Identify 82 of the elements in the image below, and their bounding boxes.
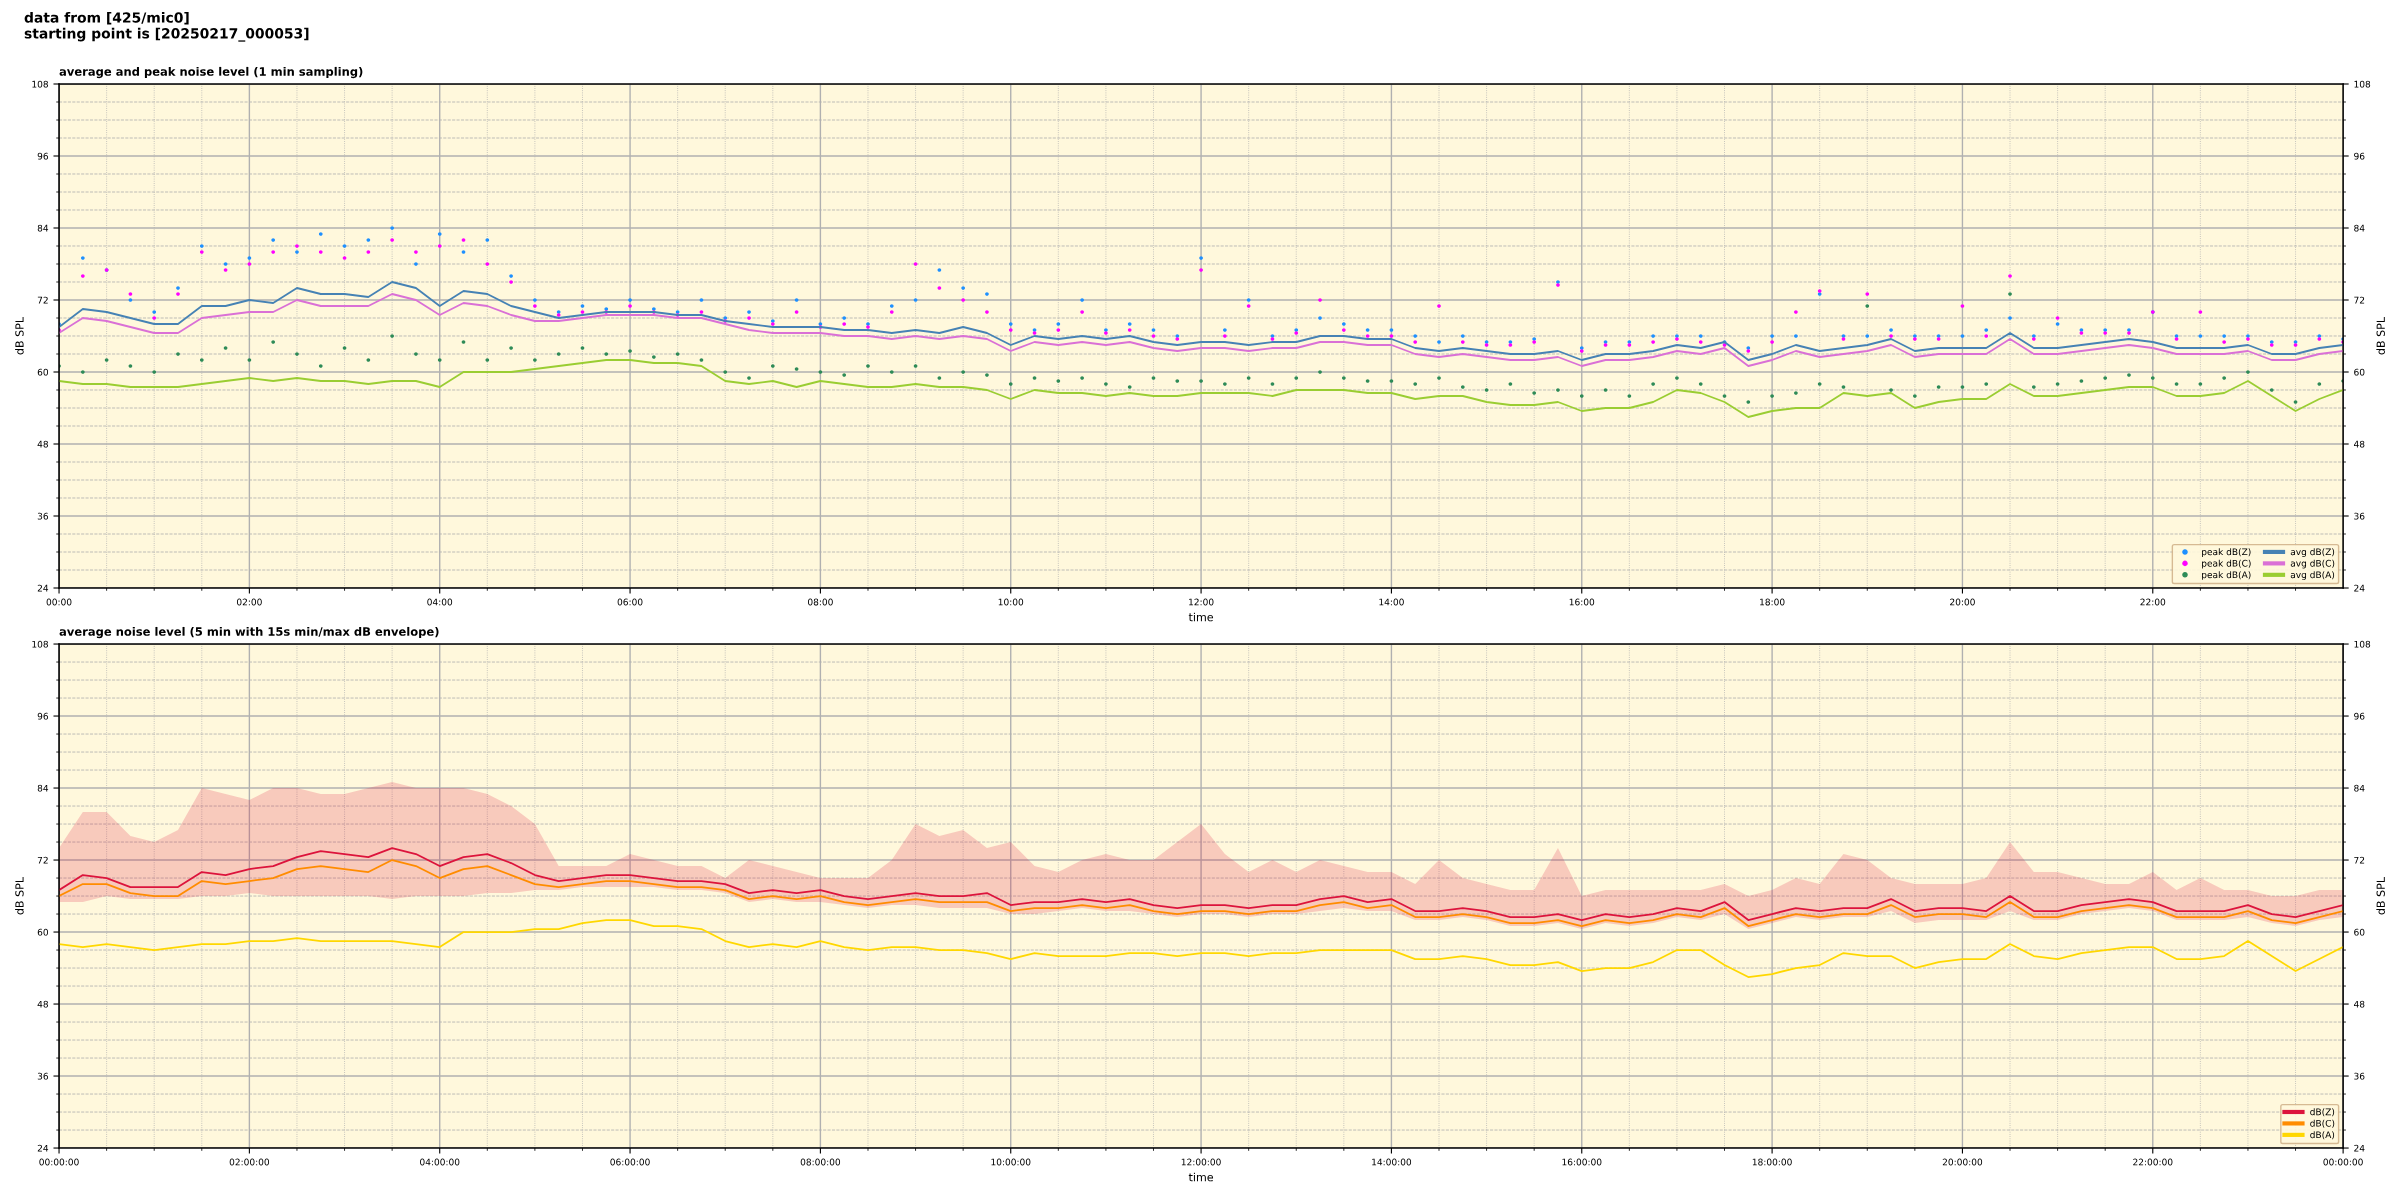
y-tick-label: 96 [37,712,49,720]
chart-title: average and peak noise level (1 min sampling) [59,66,363,79]
y-tick-label: 36 [37,512,49,520]
y-tick-label: 36 [37,1072,49,1080]
x-tick-label: 08:00:00 [800,1158,841,1166]
x-tick-label: 18:00 [1760,598,1785,606]
legend-label: dB(Z) [2310,1108,2335,1117]
legend-label: avg dB(C) [2290,559,2335,569]
x-axis-title: time [1188,1172,1214,1182]
x-tick-label: 16:00 [1569,598,1595,606]
y-tick-label: 48 [37,440,49,448]
legend-label: peak dB(C) [2202,559,2251,569]
x-tick-label: 22:00:00 [2133,1158,2173,1166]
y2-tick-label: 48 [2353,440,2365,448]
x-tick-label: 00:00:00 [39,1158,79,1166]
y-tick-label: 72 [37,856,48,864]
y2-tick-label: 60 [2354,928,2365,936]
x-tick-label: 20:00 [1950,598,1975,606]
text: starting point is [20250217_000053] [24,27,309,42]
y2-tick-label: 48 [2353,1000,2365,1008]
line-series [59,281,2344,361]
line-series [59,919,2344,978]
y-tick-label: 60 [37,368,49,376]
x-tick-label: 20:00:00 [1942,1158,1983,1166]
x-tick-label: 12:00 [1189,598,1214,606]
y2-tick-label: 24 [2354,1144,2365,1152]
y-tick-label: 108 [32,640,49,648]
line-series [59,847,2344,921]
y2-tick-label: 96 [2354,712,2365,720]
y2-tick-label: 72 [2354,856,2365,864]
x-tick-label: 12:00:00 [1181,1158,1221,1166]
y2-tick-label: 36 [2354,512,2365,520]
y-tick-label: 108 [32,80,49,88]
y-tick-label: 84 [37,784,49,792]
x-tick-label: 06:00 [617,598,643,606]
legend-label: avg dB(Z) [2290,548,2335,557]
x-axis-title: time [1188,612,1214,622]
y2-tick-label: 60 [2354,368,2365,376]
y2-tick-label: 96 [2354,152,2365,160]
legend-label: avg dB(A) [2290,571,2335,580]
x-tick-label: 02:00 [236,598,262,606]
line-series [59,859,2344,927]
x-tick-label: 00:00:00 [2323,1158,2363,1166]
y2-tick-label: 24 [2354,584,2365,592]
legend-label: dB(C) [2310,1119,2335,1128]
y2-tick-label: 84 [2354,784,2365,792]
y-tick-label: 96 [37,152,49,160]
x-tick-label: 18:00:00 [1752,1158,1792,1166]
y2-tick-label: 108 [2354,640,2371,648]
y-axis-title: dB SPL [15,316,24,355]
legend-label: peak dB(A) [2202,571,2251,580]
legend-label: dB(A) [2310,1131,2335,1140]
x-tick-label: 06:00:00 [610,1158,650,1166]
legend-label: peak dB(Z) [2202,548,2251,557]
y2-axis-title: dB SPL [2376,877,2385,915]
x-tick-label: 14:00 [1379,598,1404,606]
chart-title: average noise level (5 min with 15s min/max dB envelope) [59,626,439,639]
text: data from [425/mic0] [24,12,189,25]
x-tick-label: 04:00:00 [420,1158,460,1166]
x-tick-label: 10:00:00 [991,1158,1031,1166]
y2-tick-label: 84 [2354,224,2365,232]
x-tick-label: 00:00 [46,598,72,606]
x-tick-label: 10:00 [998,598,1024,606]
y2-tick-label: 72 [2354,296,2365,304]
line-series [59,293,2344,367]
x-tick-label: 22:00 [2140,598,2166,606]
y2-tick-label: 108 [2354,80,2371,88]
x-tick-label: 14:00:00 [1372,1158,1412,1166]
line-series [59,359,2344,418]
y-tick-label: 24 [37,584,49,592]
x-tick-label: 08:00 [807,598,833,606]
x-tick-label: 02:00:00 [229,1158,270,1166]
y-tick-label: 84 [37,224,49,232]
y-axis-title: dB SPL [15,877,24,915]
y-tick-label: 48 [37,1000,49,1008]
y2-axis-title: dB SPL [2376,316,2385,355]
x-tick-label: 04:00 [427,598,453,606]
y2-tick-label: 36 [2354,1072,2365,1080]
y-tick-label: 60 [37,928,49,936]
y-tick-label: 72 [37,296,48,304]
x-tick-label: 16:00:00 [1562,1158,1602,1166]
y-tick-label: 24 [37,1144,49,1152]
